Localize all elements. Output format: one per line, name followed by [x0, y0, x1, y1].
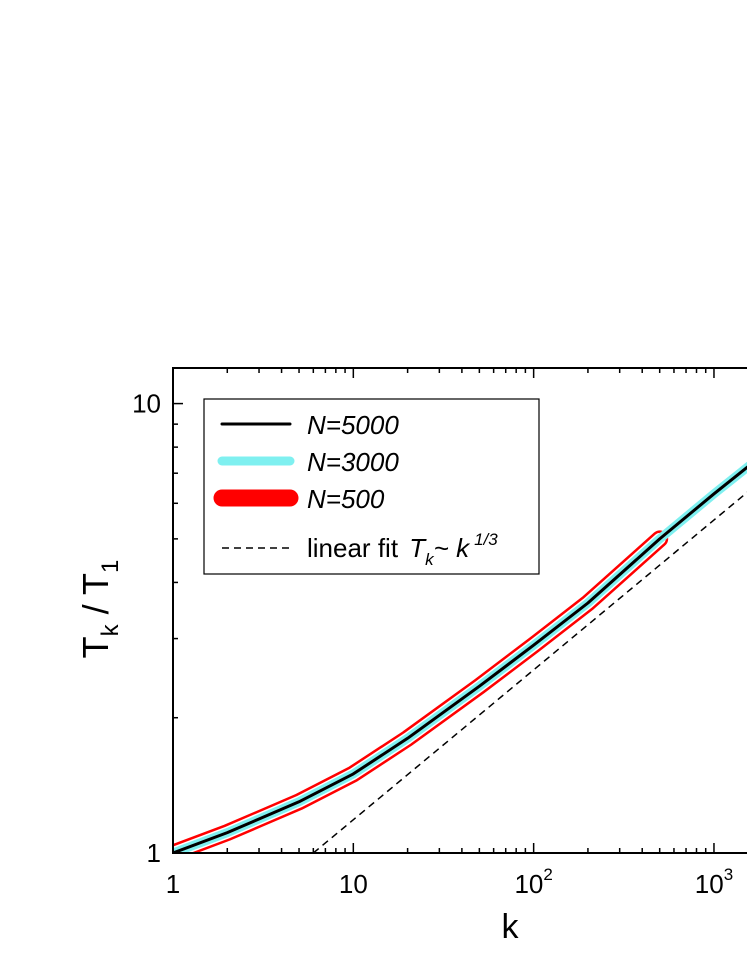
y-tick-label: 10 — [132, 389, 161, 419]
x-axis-label: k — [502, 908, 520, 946]
series-line-inner-0 — [173, 532, 666, 853]
legend-label: N=3000 — [307, 447, 399, 477]
x-tick-label: 102 — [514, 865, 552, 899]
legend-label: N=5000 — [307, 410, 399, 440]
legend: N=5000 N=3000 N=500 linear fit Tk~ k 1/3 — [203, 398, 540, 575]
fit-line — [312, 491, 747, 853]
axes: 1 10 102 103 1 10 k Tk / T1 — [75, 367, 747, 946]
y-tick-label: 1 — [147, 838, 161, 868]
y-axis-label: Tk / T1 — [75, 560, 124, 659]
plot-frame — [172, 367, 747, 854]
x-tick-label: 103 — [695, 865, 733, 899]
x-tick-label: 10 — [339, 869, 368, 899]
legend-label: N=500 — [307, 484, 385, 514]
legend-label-fit: linear fit Tk~ k 1/3 — [307, 530, 498, 569]
series-line-n-500 — [173, 530, 669, 853]
series-line-n-5000 — [173, 465, 747, 853]
legend-box — [203, 398, 540, 575]
plot-area — [173, 461, 747, 853]
x-tick-label: 1 — [166, 869, 180, 899]
